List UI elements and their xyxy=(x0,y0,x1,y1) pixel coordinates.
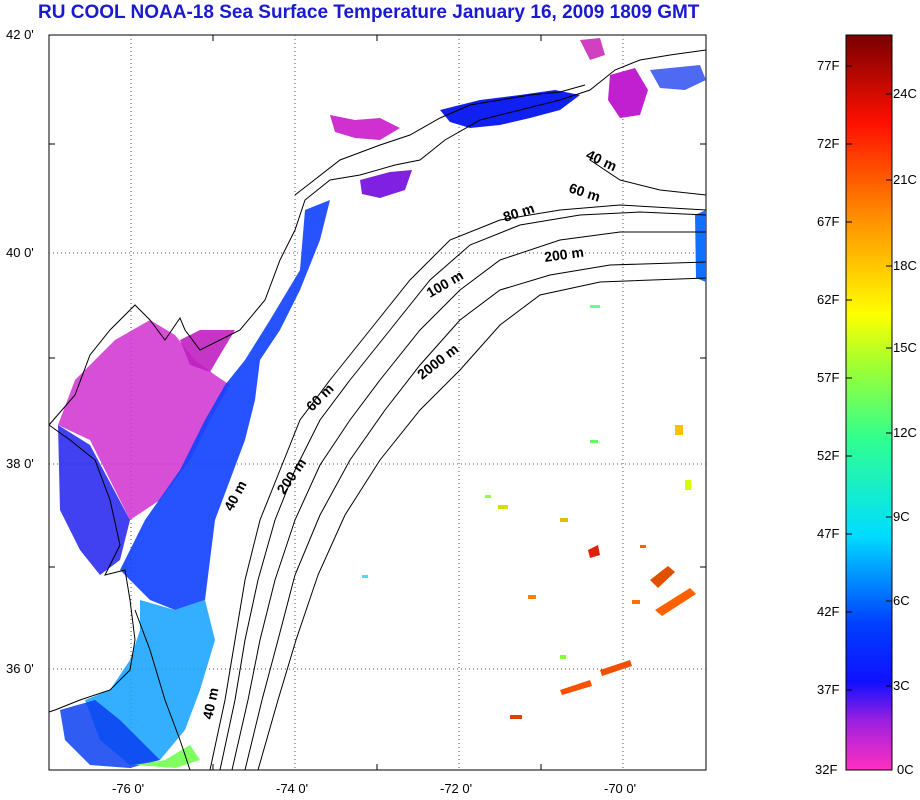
coastline-north xyxy=(48,49,707,426)
coastline-south xyxy=(48,424,136,713)
outer-banks xyxy=(134,609,191,771)
celsius-label: 21C xyxy=(893,172,917,187)
new-york-bight-sst xyxy=(360,170,412,198)
lon-label-74: -74 0' xyxy=(276,781,309,796)
celsius-label: 12C xyxy=(893,425,917,440)
fahrenheit-label: 67F xyxy=(817,214,840,229)
cape-cod-bay-sst xyxy=(608,68,648,118)
long-island-shore xyxy=(294,84,586,196)
colorbar-ticks xyxy=(846,65,892,691)
massachusetts-bay-sst xyxy=(580,38,605,60)
delaware-bay-sst xyxy=(180,330,235,372)
celsius-label: 3C xyxy=(893,678,910,693)
celsius-label: 0C xyxy=(897,762,914,777)
fahrenheit-label: 47F xyxy=(817,526,840,541)
lon-label-72: -72 0' xyxy=(440,781,473,796)
shelf-sst xyxy=(120,200,330,610)
contour-label: 200 m xyxy=(543,244,585,265)
lat-label-38: 38 0' xyxy=(6,456,34,471)
colorbar-scale xyxy=(845,34,893,771)
lat-label-36: 36 0' xyxy=(6,661,34,676)
celsius-label: 18C xyxy=(893,258,917,273)
lon-label-76: -76 0' xyxy=(112,781,145,796)
pamlico-sound-sst xyxy=(60,700,160,768)
lower-chesapeake-sst xyxy=(58,425,130,575)
fahrenheit-label: 62F xyxy=(817,292,840,307)
fahrenheit-label: 72F xyxy=(817,136,840,151)
bathymetry-contours xyxy=(209,159,707,771)
georges-bank-sst xyxy=(695,210,706,282)
long-island-sound-east-sst xyxy=(440,90,580,128)
map-title: RU COOL NOAA-18 Sea Surface Temperature … xyxy=(38,2,700,23)
fahrenheit-label: 57F xyxy=(817,370,840,385)
lon-label-70: -70 0' xyxy=(604,781,637,796)
gulf-of-maine-sst xyxy=(650,65,706,90)
fahrenheit-label: 32F xyxy=(815,762,838,777)
celsius-label: 15C xyxy=(893,340,917,355)
chesapeake-bay-sst xyxy=(58,320,230,520)
lat-label-42: 42 0' xyxy=(6,27,34,42)
celsius-label: 6C xyxy=(893,593,910,608)
fahrenheit-label: 52F xyxy=(817,448,840,463)
long-island-sound-west-sst xyxy=(330,115,400,140)
celsius-label: 24C xyxy=(893,86,917,101)
fahrenheit-label: 37F xyxy=(817,682,840,697)
sst-overlay xyxy=(58,38,706,768)
offshore-sst-fragments xyxy=(362,305,696,719)
celsius-label: 9C xyxy=(893,509,910,524)
lat-label-40: 40 0' xyxy=(6,245,34,260)
axis-ticks xyxy=(49,35,706,770)
fahrenheit-label: 77F xyxy=(817,58,840,73)
fahrenheit-label: 42F xyxy=(817,604,840,619)
contour-label: 40 m xyxy=(199,686,221,721)
